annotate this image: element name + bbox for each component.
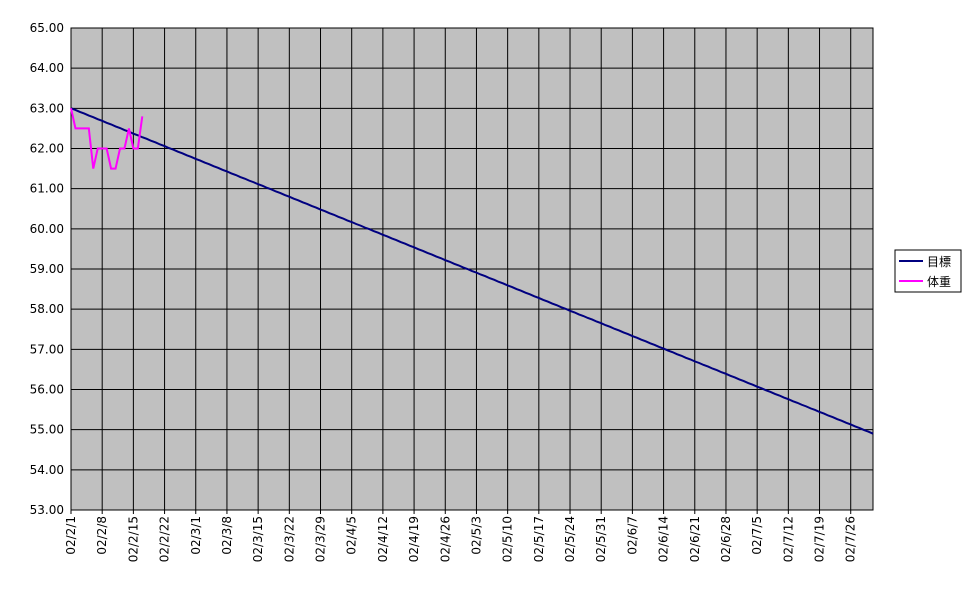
x-tick-label: 02/3/29 [314,516,328,562]
x-tick-label: 02/5/10 [501,516,515,562]
x-tick-label: 02/5/24 [563,516,577,562]
x-tick-label: 02/2/15 [126,516,140,562]
y-tick-label: 63.00 [30,101,64,115]
y-tick-label: 65.00 [30,21,64,35]
series-line [70,108,144,170]
y-tick-label: 59.00 [30,262,64,276]
x-tick-label: 02/6/7 [625,516,639,555]
y-tick-label: 56.00 [30,383,64,397]
x-tick-label: 02/3/15 [251,516,265,562]
x-tick-label: 02/7/19 [813,516,827,562]
y-tick-label: 53.00 [30,503,64,517]
y-tick-label: 57.00 [30,342,64,356]
x-tick-label: 02/5/3 [469,516,483,555]
legend-box [894,249,962,293]
x-tick-label: 02/2/22 [158,516,172,562]
y-tick-label: 60.00 [30,222,64,236]
x-tick-label: 02/3/1 [189,516,203,555]
x-tick-label: 02/2/8 [95,516,109,555]
x-tick-label: 02/2/1 [64,516,78,555]
y-tick-label: 58.00 [30,302,64,316]
y-tick-label: 54.00 [30,463,64,477]
x-tick-label: 02/3/8 [220,516,234,555]
x-tick-label: 02/4/19 [407,516,421,562]
y-tick-label: 55.00 [30,423,64,437]
x-tick-label: 02/3/22 [282,516,296,562]
x-tick-label: 02/7/26 [844,516,858,562]
x-tick-label: 02/6/14 [657,516,671,562]
x-tick-label: 02/6/28 [719,516,733,562]
x-tick-label: 02/4/5 [345,516,359,555]
x-tick-label: 02/5/31 [594,516,608,562]
legend-label: 目標 [927,255,951,269]
y-tick-label: 64.00 [30,61,64,75]
y-tick-label: 61.00 [30,182,64,196]
x-tick-label: 02/6/21 [688,516,702,562]
x-tick-label: 02/7/5 [750,516,764,555]
x-tick-label: 02/5/17 [532,516,546,562]
x-tick-label: 02/4/12 [376,516,390,562]
legend-label: 体重 [927,275,951,289]
series-line [70,107,874,435]
y-tick-label: 62.00 [30,142,64,156]
x-tick-label: 02/4/26 [438,516,452,562]
x-tick-label: 02/7/12 [781,516,795,562]
